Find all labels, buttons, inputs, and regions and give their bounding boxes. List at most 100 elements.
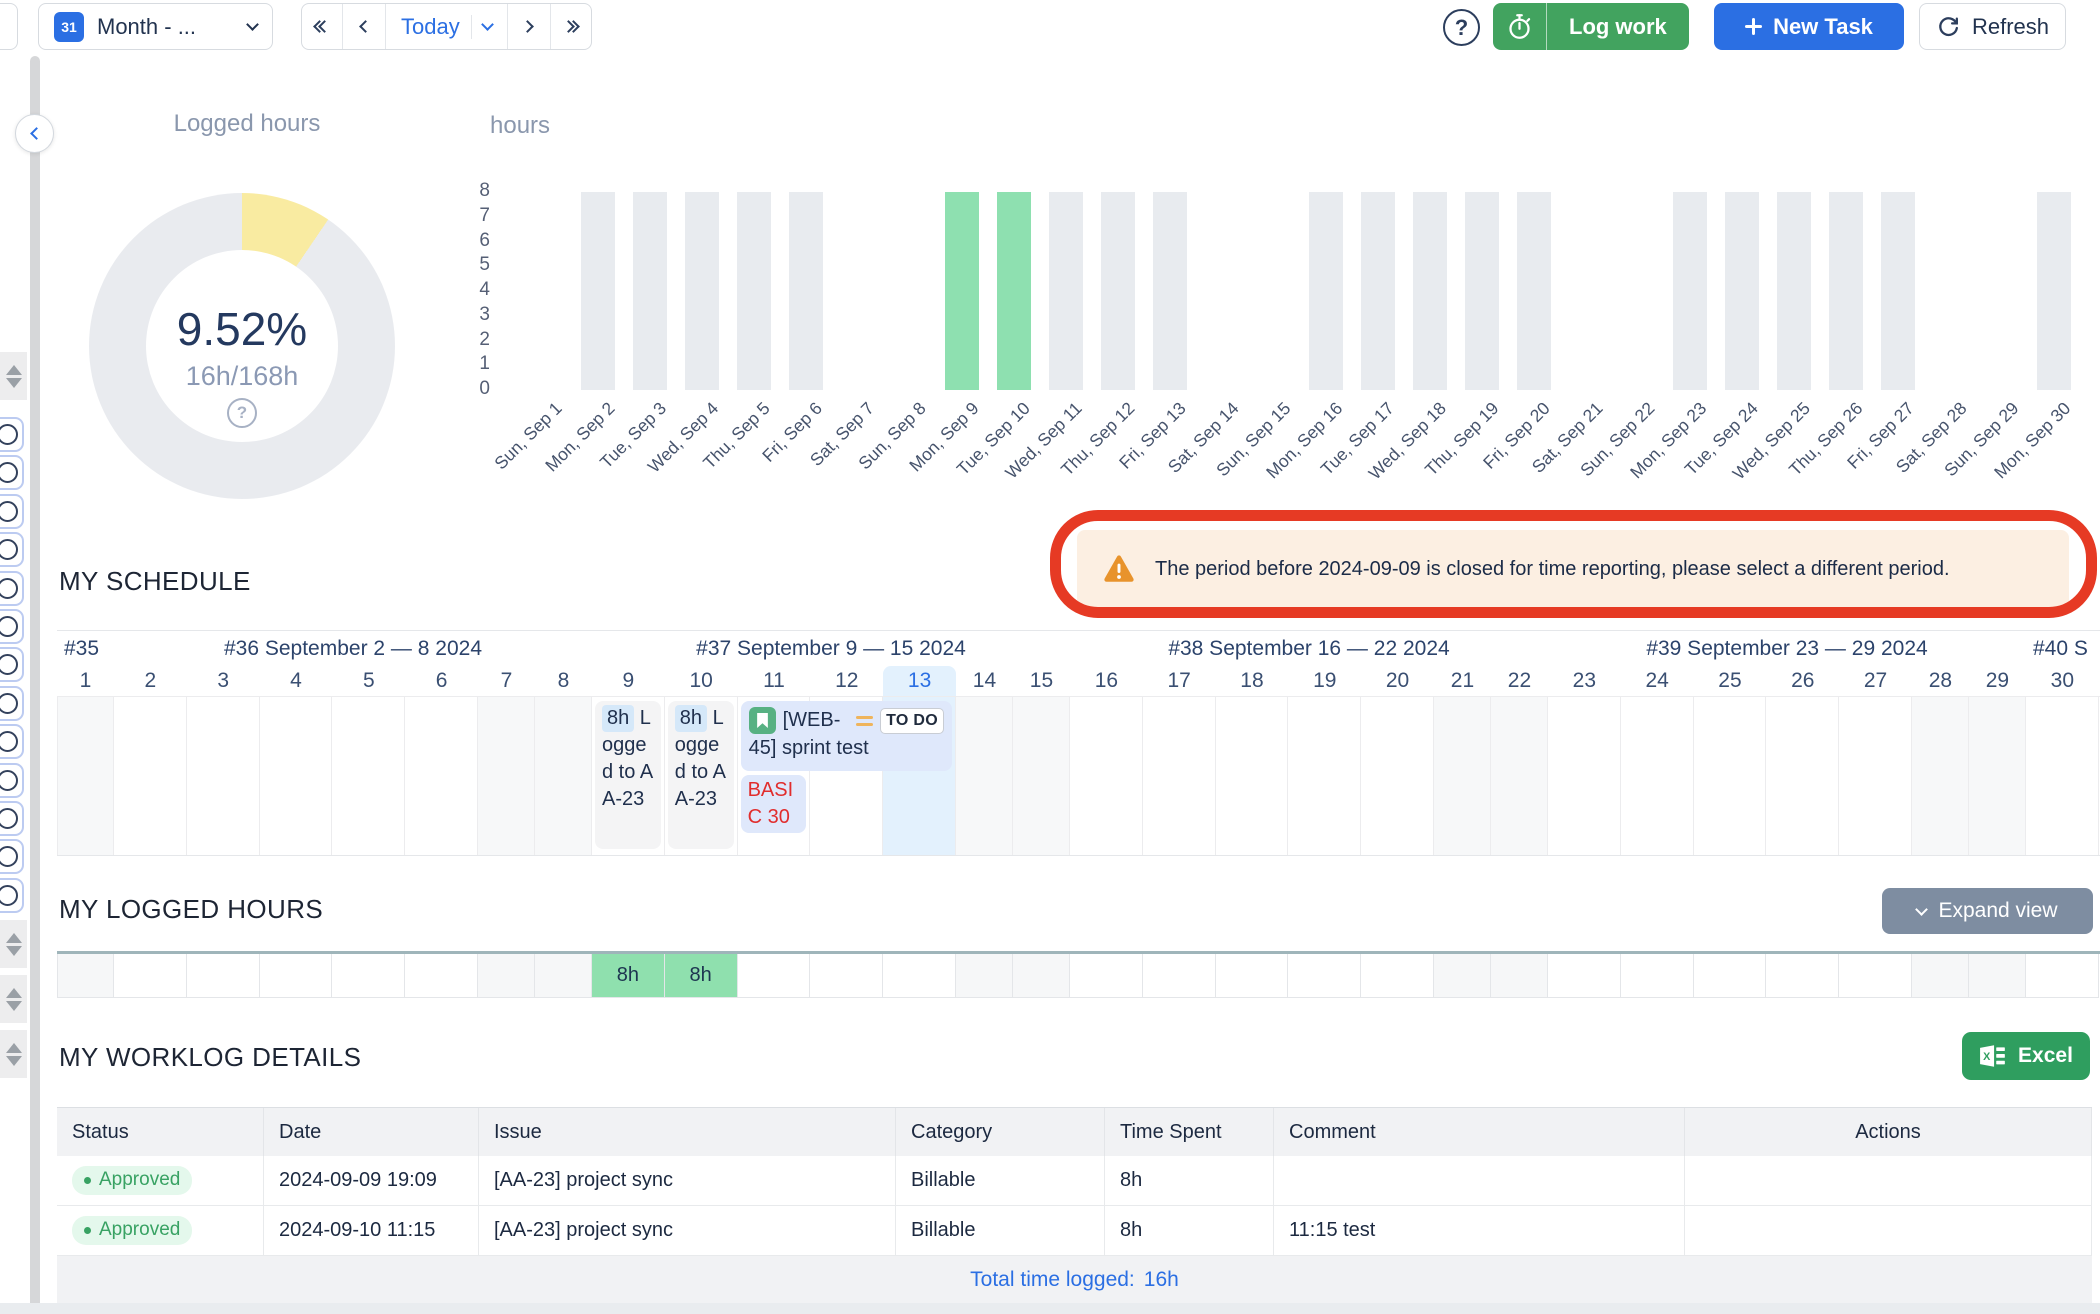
logged-hours-cell[interactable] xyxy=(114,954,187,998)
logged-hours-cell[interactable] xyxy=(810,954,884,998)
cropped-avatar-chip[interactable] xyxy=(0,532,24,568)
schedule-day-cell[interactable] xyxy=(405,697,478,855)
day-number[interactable]: 13 xyxy=(883,666,956,696)
logged-hours-cell[interactable] xyxy=(477,954,535,998)
logged-hours-cell[interactable] xyxy=(1839,954,1912,998)
schedule-day-cell[interactable] xyxy=(534,697,592,855)
sort-arrows[interactable] xyxy=(0,352,27,400)
jump-next-button[interactable] xyxy=(551,4,591,49)
schedule-day-cell[interactable] xyxy=(1216,697,1289,855)
day-number[interactable]: 19 xyxy=(1313,669,1337,692)
day-number[interactable]: 6 xyxy=(435,669,448,692)
logged-hours-cell[interactable] xyxy=(57,954,114,998)
schedule-day-cell[interactable] xyxy=(332,697,406,855)
day-number[interactable]: 23 xyxy=(1572,669,1597,692)
schedule-day-cell[interactable] xyxy=(1143,697,1216,855)
schedule-day-cell[interactable] xyxy=(1012,697,1070,855)
schedule-day-cell[interactable] xyxy=(1433,697,1491,855)
next-button[interactable] xyxy=(508,4,551,49)
logged-hours-cell[interactable] xyxy=(1069,954,1143,998)
jump-prev-button[interactable] xyxy=(302,4,343,49)
day-number[interactable]: 18 xyxy=(1240,669,1264,692)
day-number[interactable]: 9 xyxy=(622,669,635,692)
day-number[interactable]: 30 xyxy=(2050,669,2075,692)
logged-hours-cell[interactable] xyxy=(2025,954,2099,998)
day-number[interactable]: 29 xyxy=(1985,669,2010,692)
schedule-day-cell[interactable] xyxy=(1548,697,1621,855)
schedule-day-cell[interactable] xyxy=(665,697,738,855)
schedule-day-cell[interactable] xyxy=(1361,697,1434,855)
logged-hours-cell[interactable] xyxy=(955,954,1013,998)
day-number[interactable]: 27 xyxy=(1863,669,1888,692)
day-number[interactable]: 22 xyxy=(1507,669,1532,692)
cropped-avatar-chip[interactable] xyxy=(0,647,24,683)
panel-divider[interactable] xyxy=(30,56,40,1314)
task-card[interactable]: TO DO [WEB-45] sprint test xyxy=(740,701,952,771)
collapse-panel-button[interactable] xyxy=(15,114,54,153)
day-number[interactable]: 1 xyxy=(79,669,92,692)
schedule-day-cell[interactable] xyxy=(1766,697,1840,855)
schedule-day-cell[interactable] xyxy=(1288,697,1362,855)
logged-hours-cell[interactable] xyxy=(259,954,333,998)
day-number[interactable]: 2 xyxy=(144,669,157,692)
schedule-day-cell[interactable] xyxy=(1968,697,2026,855)
logged-hours-cell[interactable] xyxy=(405,954,478,998)
day-number[interactable]: 5 xyxy=(362,669,375,692)
cropped-avatar-chip[interactable] xyxy=(0,762,24,798)
logged-hours-cell[interactable] xyxy=(1693,954,1767,998)
day-number[interactable]: 25 xyxy=(1718,669,1742,692)
today-button[interactable]: Today xyxy=(386,4,508,49)
day-number[interactable]: 28 xyxy=(1928,669,1953,692)
logged-hours-cell[interactable] xyxy=(1142,954,1216,998)
cropped-avatar-chip[interactable] xyxy=(0,570,24,606)
cropped-avatar-chip[interactable] xyxy=(0,724,24,760)
table-row[interactable]: Approved 2024-09-09 19:09 [AA-23] project … xyxy=(57,1156,2092,1206)
log-work-button[interactable]: Log work xyxy=(1493,3,1689,50)
logged-hours-cell[interactable] xyxy=(1361,954,1434,998)
logged-hours-cell[interactable] xyxy=(1766,954,1840,998)
help-icon[interactable]: ? xyxy=(227,398,257,428)
day-number[interactable]: 17 xyxy=(1167,669,1191,692)
day-number[interactable]: 24 xyxy=(1645,669,1669,692)
schedule-day-cell[interactable] xyxy=(2026,697,2099,855)
day-number[interactable]: 7 xyxy=(500,669,513,692)
day-number[interactable]: 8 xyxy=(557,669,570,692)
logged-hours-cell[interactable] xyxy=(1968,954,2026,998)
total-value[interactable]: 16h xyxy=(1143,1267,1179,1291)
schedule-day-cell[interactable] xyxy=(477,697,535,855)
cropped-avatar-chip[interactable] xyxy=(0,685,24,721)
day-number[interactable]: 20 xyxy=(1385,669,1410,692)
logged-hours-cell[interactable] xyxy=(186,954,260,998)
logged-hours-cell[interactable]: 8h xyxy=(591,954,665,998)
export-excel-button[interactable]: X Excel xyxy=(1962,1032,2090,1080)
cropped-avatar-chip[interactable] xyxy=(0,839,24,875)
cropped-avatar-chip[interactable] xyxy=(0,417,24,452)
logged-hours-cell[interactable]: 8h xyxy=(664,954,738,998)
expand-view-button[interactable]: Expand view xyxy=(1882,888,2093,934)
schedule-day-cell[interactable] xyxy=(1621,697,1694,855)
day-number[interactable]: 12 xyxy=(835,669,859,692)
schedule-day-cell[interactable] xyxy=(810,697,884,855)
day-number[interactable]: 16 xyxy=(1094,669,1119,692)
sort-arrows[interactable] xyxy=(0,1030,27,1078)
schedule-day-cell[interactable] xyxy=(114,697,187,855)
refresh-button[interactable]: Refresh xyxy=(1919,3,2066,50)
sort-arrows[interactable] xyxy=(0,975,27,1023)
logged-work-card[interactable]: 8h Logged to AA-23 xyxy=(595,701,661,849)
schedule-day-cell[interactable] xyxy=(955,697,1013,855)
logged-hours-cell[interactable] xyxy=(332,954,406,998)
day-number[interactable]: 21 xyxy=(1450,669,1475,692)
schedule-day-cell[interactable] xyxy=(1911,697,1969,855)
logged-hours-cell[interactable] xyxy=(1215,954,1289,998)
schedule-day-cell[interactable] xyxy=(1694,697,1767,855)
logged-hours-cell[interactable] xyxy=(1547,954,1621,998)
cropped-avatar-chip[interactable] xyxy=(0,877,24,913)
schedule-day-cell[interactable] xyxy=(1070,697,1143,855)
day-number[interactable]: 15 xyxy=(1029,669,1054,692)
stopwatch-icon[interactable] xyxy=(1493,3,1547,50)
help-button[interactable]: ? xyxy=(1443,9,1480,46)
table-row[interactable]: Approved 2024-09-10 11:15 [AA-23] project … xyxy=(57,1206,2092,1256)
schedule-day-cell[interactable] xyxy=(738,697,811,855)
logged-hours-cell[interactable] xyxy=(534,954,592,998)
day-number[interactable]: 11 xyxy=(763,669,785,692)
